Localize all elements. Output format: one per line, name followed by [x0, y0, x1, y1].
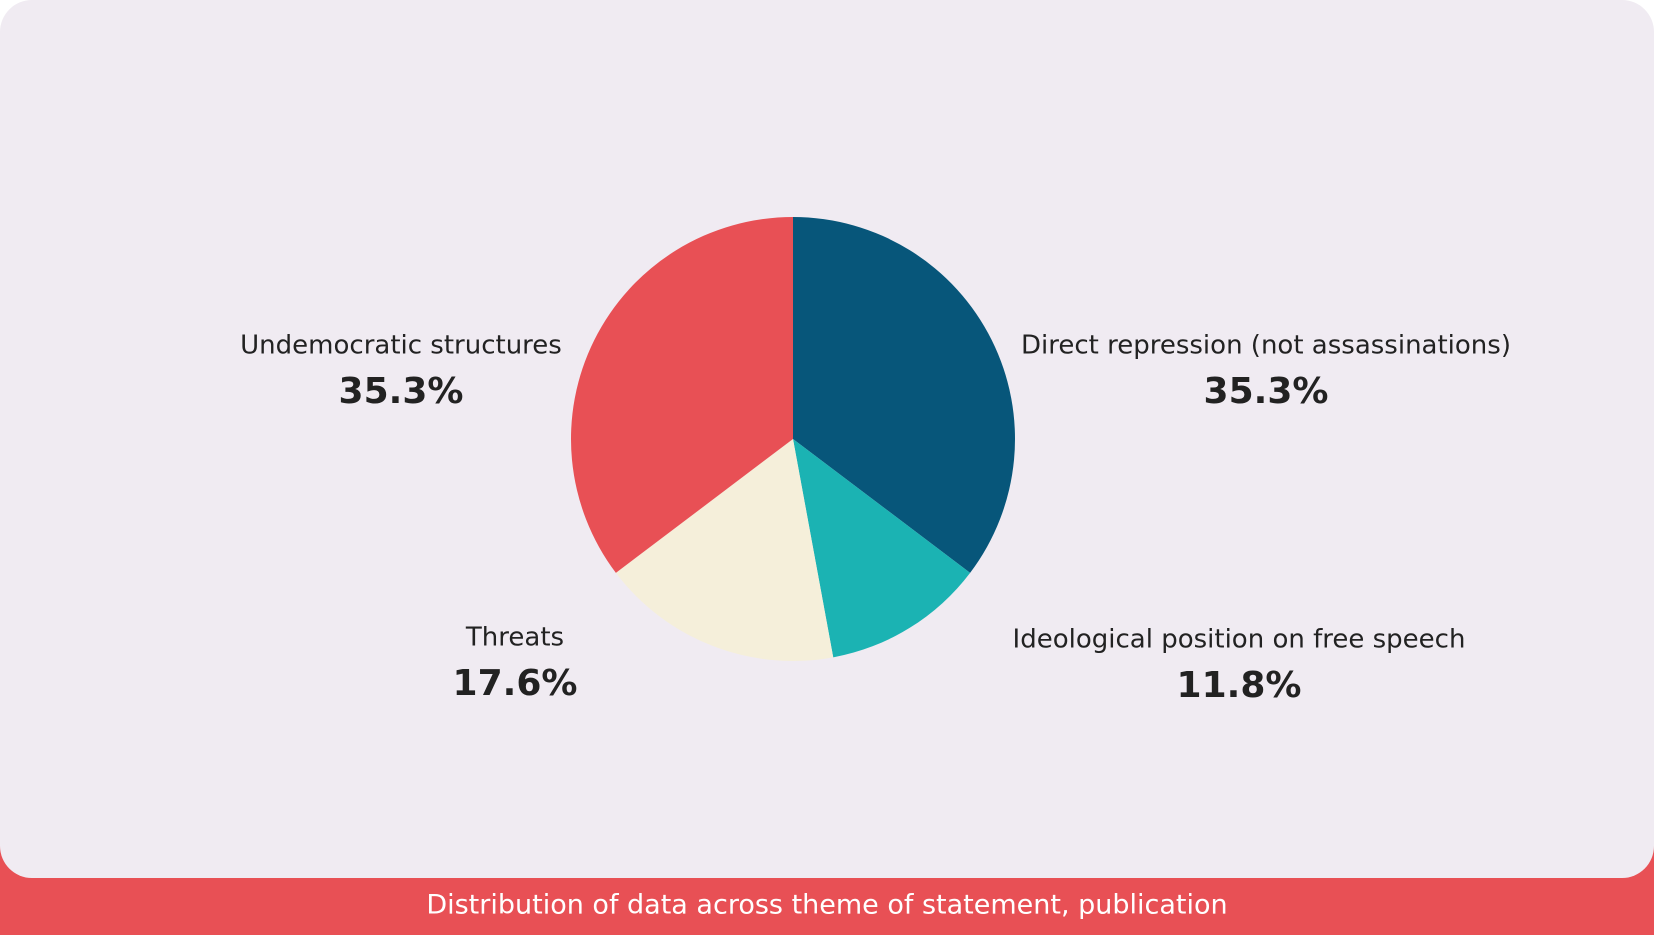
slice-value-label: 35.3% — [339, 371, 464, 412]
slice-value-label: 11.8% — [1177, 665, 1302, 706]
slice-label: Undemocratic structures — [240, 331, 562, 361]
pie-slice — [615, 439, 834, 661]
chart-title: Distribution of data across theme of sta… — [426, 890, 1227, 921]
pie-slice — [793, 439, 971, 658]
slice-value-label: 35.3% — [1204, 371, 1329, 412]
pie-slice — [571, 217, 793, 573]
slice-label: Ideological position on free speech — [1013, 625, 1466, 655]
pie-slice — [793, 217, 1015, 573]
slice-label: Threats — [465, 623, 564, 653]
slice-value-label: 17.6% — [453, 663, 578, 704]
slice-label: Direct repression (not assassinations) — [1021, 331, 1511, 361]
